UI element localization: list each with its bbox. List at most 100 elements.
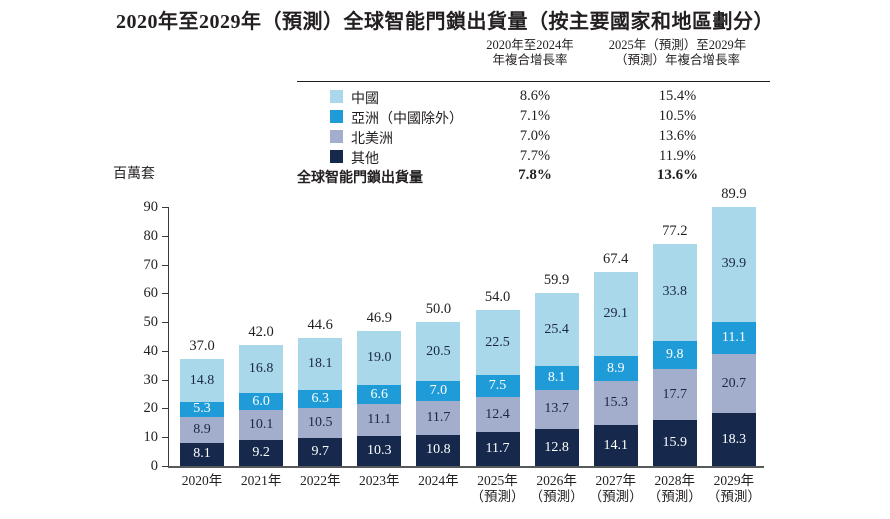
- legend-label: 中國: [351, 92, 379, 107]
- y-axis-tick: [162, 235, 168, 237]
- bar-segment-北美洲: 8.9: [180, 417, 224, 443]
- bar-segment-其他: 18.3: [711, 413, 756, 466]
- cagr-header-line: 年複合增長率: [492, 53, 568, 67]
- legend-row: 中國 8.6% 15.4%: [0, 87, 890, 107]
- x-axis-label: 2027年 （預測）: [580, 473, 652, 505]
- bar-segment-中國: 39.9: [711, 207, 756, 322]
- x-axis-label-year: 2029年: [713, 473, 755, 488]
- x-axis-label: 2024年: [402, 473, 474, 489]
- cagr-total-2020-2024: 7.8%: [518, 167, 552, 183]
- stacked-bar-2026年: 12.8 13.7 8.1 25.4: [534, 293, 579, 466]
- bar-segment-北美洲: 10.5: [298, 407, 343, 439]
- bar-segment-其他: 12.8: [534, 429, 579, 466]
- bar-total-label: 50.0: [425, 301, 452, 318]
- bar-segment-亞洲（中國除外）: 7.5: [475, 375, 520, 397]
- y-axis-tick-label: 0: [150, 458, 158, 474]
- stacked-bar-2027年: 14.1 15.3 8.9 29.1: [593, 272, 638, 466]
- y-axis-tick: [162, 437, 168, 439]
- y-axis-tick-label: 40: [143, 342, 159, 359]
- x-axis-label-year: 2023年: [359, 473, 400, 488]
- bar-segment-亞洲（中國除外）: 6.3: [298, 389, 343, 408]
- x-axis-label: 2026年 （預測）: [521, 473, 593, 505]
- bar-segment-亞洲（中國除外）: 6.6: [357, 385, 402, 405]
- y-axis-tick: [162, 379, 168, 381]
- x-axis-label-year: 2024年: [418, 473, 459, 488]
- bar-segment-中國: 22.5: [475, 310, 520, 376]
- cagr-value-2020-2024: 7.7%: [519, 148, 551, 164]
- legend-label: 其他: [351, 152, 379, 167]
- y-axis-tick-label: 90: [143, 199, 159, 215]
- bar-segment-其他: 14.1: [593, 425, 638, 466]
- legend-swatch: [330, 110, 343, 123]
- bar-segment-其他: 11.7: [475, 432, 520, 466]
- bar-segment-亞洲（中國除外）: 5.3: [180, 401, 224, 418]
- bar-segment-其他: 9.2: [239, 439, 284, 466]
- bar-segment-亞洲（中國除外）: 6.0: [239, 393, 284, 411]
- bar-segment-北美洲: 12.4: [475, 396, 520, 433]
- bar-total-label: 89.9: [721, 186, 747, 202]
- cagr-value-2025-2029: 13.6%: [658, 128, 697, 144]
- y-axis-line: [168, 207, 169, 467]
- x-axis-label: 2023年: [343, 473, 415, 489]
- bar-segment-亞洲（中國除外）: 8.9: [593, 355, 638, 382]
- legend-total-label: 全球智能門鎖出貨量: [297, 169, 423, 185]
- x-axis-label: 2025年 （預測）: [462, 473, 534, 505]
- y-axis-tick-label: 20: [143, 400, 159, 417]
- bar-segment-其他: 9.7: [298, 438, 343, 466]
- bar-total-label: 42.0: [248, 323, 274, 340]
- stacked-bar-2021年: 9.2 10.1 6.0 16.8: [239, 344, 284, 466]
- x-axis-label-year: 2026年: [536, 473, 577, 488]
- cagr-value-2025-2029: 10.5%: [658, 108, 697, 124]
- x-axis-label-forecast: （預測）: [529, 489, 584, 504]
- bar-segment-中國: 20.5: [416, 322, 461, 382]
- bar-segment-中國: 29.1: [593, 272, 638, 356]
- bar-segment-中國: 14.8: [180, 359, 224, 402]
- x-axis-label-year: 2025年: [477, 473, 518, 488]
- bar-segment-亞洲（中國除外）: 11.1: [711, 321, 756, 354]
- bar-segment-北美洲: 10.1: [239, 410, 284, 440]
- cagr-header-line: 2025年（預測）至2029年: [608, 38, 747, 52]
- x-axis-label: 2021年: [225, 473, 297, 489]
- bar-segment-北美洲: 11.1: [357, 404, 402, 437]
- bar-total-label: 37.0: [189, 338, 215, 355]
- table-header-rule: [297, 81, 770, 82]
- y-axis-tick-label: 50: [143, 314, 159, 331]
- cagr-value-2020-2024: 7.0%: [519, 128, 551, 144]
- bar-total-label: 59.9: [543, 272, 570, 289]
- x-axis-label-forecast: （預測）: [588, 489, 643, 504]
- cagr-value-2025-2029: 11.9%: [659, 148, 696, 164]
- y-axis-tick-label: 10: [143, 429, 159, 446]
- y-axis-tick-label: 60: [143, 285, 159, 302]
- bar-total-label: 77.2: [662, 222, 688, 239]
- legend-swatch: [330, 90, 343, 103]
- cagr-total-2025-2029: 13.6%: [656, 167, 699, 183]
- bar-segment-北美洲: 15.3: [593, 381, 638, 426]
- legend-label: 亞洲（中國除外）: [351, 112, 463, 127]
- stacked-bar-2022年: 9.7 10.5 6.3 18.1: [298, 337, 343, 466]
- legend-label: 北美洲: [351, 132, 393, 147]
- bar-segment-亞洲（中國除外）: 8.1: [534, 366, 579, 390]
- cagr-value-2020-2024: 7.1%: [519, 108, 551, 124]
- x-axis-label-forecast: （預測）: [647, 489, 702, 504]
- x-axis-label: 2029年 （預測）: [698, 473, 770, 505]
- bar-segment-中國: 19.0: [357, 330, 402, 386]
- y-axis-tick-label: 70: [143, 256, 159, 273]
- y-axis-tick: [162, 264, 168, 266]
- x-axis-label-year: 2028年: [654, 473, 696, 488]
- cagr-header-2020-2024: 2020年至2024年 年複合增長率: [450, 38, 610, 68]
- bar-segment-其他: 15.9: [652, 420, 697, 466]
- bar-segment-亞洲（中國除外）: 7.0: [416, 381, 461, 402]
- bar-segment-其他: 10.3: [357, 436, 402, 466]
- stacked-bar-2024年: 10.8 11.7 7.0 20.5: [416, 322, 461, 466]
- bar-segment-其他: 8.1: [180, 442, 224, 466]
- bar-segment-中國: 18.1: [298, 337, 343, 390]
- bar-segment-亞洲（中國除外）: 9.8: [652, 341, 697, 370]
- y-axis-tick: [162, 408, 168, 410]
- legend-swatch: [330, 130, 343, 143]
- y-axis-tick: [162, 350, 168, 352]
- x-axis-label-forecast: （預測）: [706, 489, 761, 504]
- cagr-value-2025-2029: 15.4%: [658, 88, 697, 104]
- x-axis-label: 2022年: [284, 473, 356, 489]
- bar-total-label: 44.6: [307, 316, 333, 333]
